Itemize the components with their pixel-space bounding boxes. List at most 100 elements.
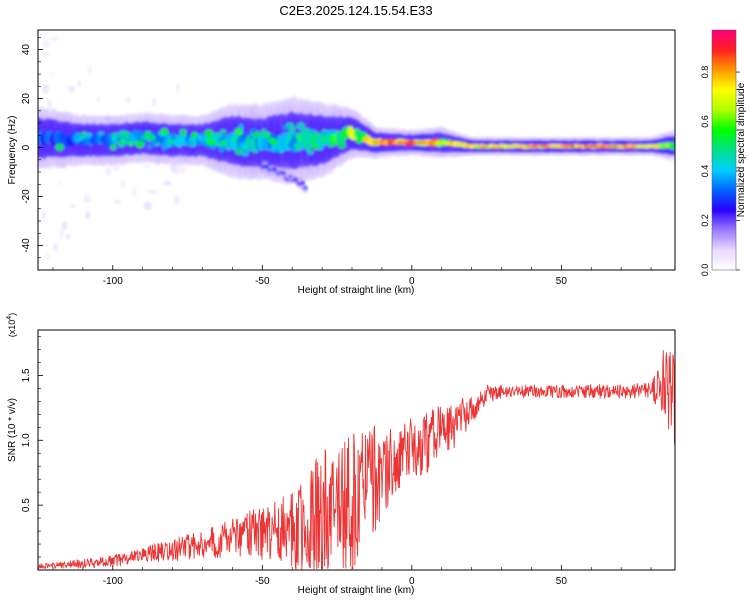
spectrogram-peak-cell [612,144,618,148]
spectrogram-peak-cell [569,144,575,148]
spectrogram-speck [131,187,137,197]
spectrogram-peak-cell [579,144,585,148]
spectrogram-tail-cell [300,180,306,185]
spectrogram-cell [210,144,217,150]
colorbar-tick-label: 0.4 [700,165,710,178]
spectrogram-peak-cell [636,144,642,148]
spectrogram-peak-cell [445,141,451,145]
spectrogram-speck [41,51,50,58]
spectrogram-peak-cell [560,144,565,148]
spectrogram-speck [84,192,88,199]
spectrogram-speck [48,72,57,76]
spectrogram-cell [355,136,364,144]
spectrogram-peak-cell [593,144,599,148]
spectrogram-cell [242,151,249,157]
snr-y-multiplier: (x104) [6,313,17,337]
spectrogram-speck [96,96,101,103]
spectrogram-speck [42,211,46,221]
snr-y-ticks: 0.5 1.0 1.5 [21,336,43,558]
spectrogram-speck [77,80,81,87]
snr-y-axis-label: SNR (10 * v/v) [7,398,18,462]
colorbar-frame [711,29,737,271]
spectrogram-peak-cell [564,144,570,148]
spectrogram-speck [162,180,172,186]
colorbar-gradient [712,30,736,270]
spectrogram-cell [291,136,298,145]
spectrogram-peak-cell [646,144,652,148]
spectrogram-peak-cell [555,144,561,148]
spectrogram-cell [309,129,316,134]
spectrogram-cell [249,128,258,133]
spectrogram-cell [184,140,194,146]
spectrogram-speck [181,166,187,176]
spectrogram-peak-cell [464,144,470,148]
spectrogram-speck [61,221,68,231]
spectrogram-cell [241,143,249,151]
spectrogram-tail-cell [303,185,308,190]
spectrogram-peak-cell [631,144,637,148]
spectrogram-cell [161,142,168,150]
spectrogram-speck [175,164,183,172]
spectrogram-speck [69,204,76,208]
spectrogram-peak-cell [603,144,609,148]
spectrogram-peak-cell [426,141,431,145]
spectrogram-cell [160,128,169,136]
spectrogram-speck [48,99,52,109]
spectrogram-cell [312,145,321,151]
spectrogram-peak-cell [660,144,666,148]
spectrogram-speck [152,98,157,106]
spectrogram-peak-cell [440,141,446,145]
x-tick-label: 0 [409,276,415,287]
spectrogram-peak-cell [454,143,460,146]
spectrogram-cell [265,132,271,138]
spectrogram-cell [302,127,311,134]
spectrogram-heat-layer [38,37,675,261]
spectrogram-cell [247,139,256,145]
snr-x-axis-label: Height of straight line (km) [298,585,415,596]
spectrogram-cell [338,141,346,149]
spectrogram-peak-cell [536,144,542,148]
spectrogram-peak-cell [397,141,403,145]
spectrogram-peak-cell [641,144,647,148]
spectrogram-peak-cell [550,144,556,148]
spectrogram-peak-cell [392,141,398,145]
spectrogram-peak-cell [493,144,498,148]
spectrogram-cell [110,144,117,151]
spectrogram-peak-cell [627,144,632,148]
x-tick-label: -50 [255,576,270,587]
spectrogram-cell [97,131,105,136]
spectrogram-cell [204,129,214,137]
y-tick-label: 1.0 [21,433,32,447]
spectrogram-cell [270,145,279,152]
snr-series-line [38,350,675,570]
y-tick-label: 0 [21,144,32,150]
spectrogram-peak-cell [655,144,661,148]
spectrogram-speck [120,179,126,189]
spectrogram-speck [105,166,111,177]
spectrogram-speck [50,37,59,41]
spectrogram-tail-cell [281,171,287,176]
spectrogram-cell [285,122,294,128]
spectrogram-peak-cell [411,141,417,145]
spectrogram-tail-cell [293,177,298,182]
spectrogram-cell [296,122,306,130]
y-tick-label: -40 [21,238,32,253]
spectrogram-peak-cell [526,144,532,148]
spectrogram-peak-cell [430,141,436,145]
spectrogram-peak-cell [507,144,513,148]
spectrogram-cell [147,144,153,150]
spectrogram-cell [220,139,227,147]
snr-x-ticks: -100 -50 0 50 [52,565,652,587]
spectrogram-cell [127,136,136,143]
spectrogram-peak-cell [545,144,551,148]
snr-panel: -100 -50 0 50 0.5 1.0 1.5 Height of straight … [6,313,676,596]
spectrogram-peak-cell [450,142,455,146]
spectrogram-peak-cell [598,144,604,148]
spectrogram-peak-cell [402,141,408,145]
spectrogram-peak-cell [469,144,475,148]
spectrogram-cell [197,134,203,142]
spectrogram-cell [219,129,227,134]
spectrogram-speck [83,198,91,202]
spectrogram-speck [58,180,62,186]
spectrogram-peak-cell [435,141,441,145]
